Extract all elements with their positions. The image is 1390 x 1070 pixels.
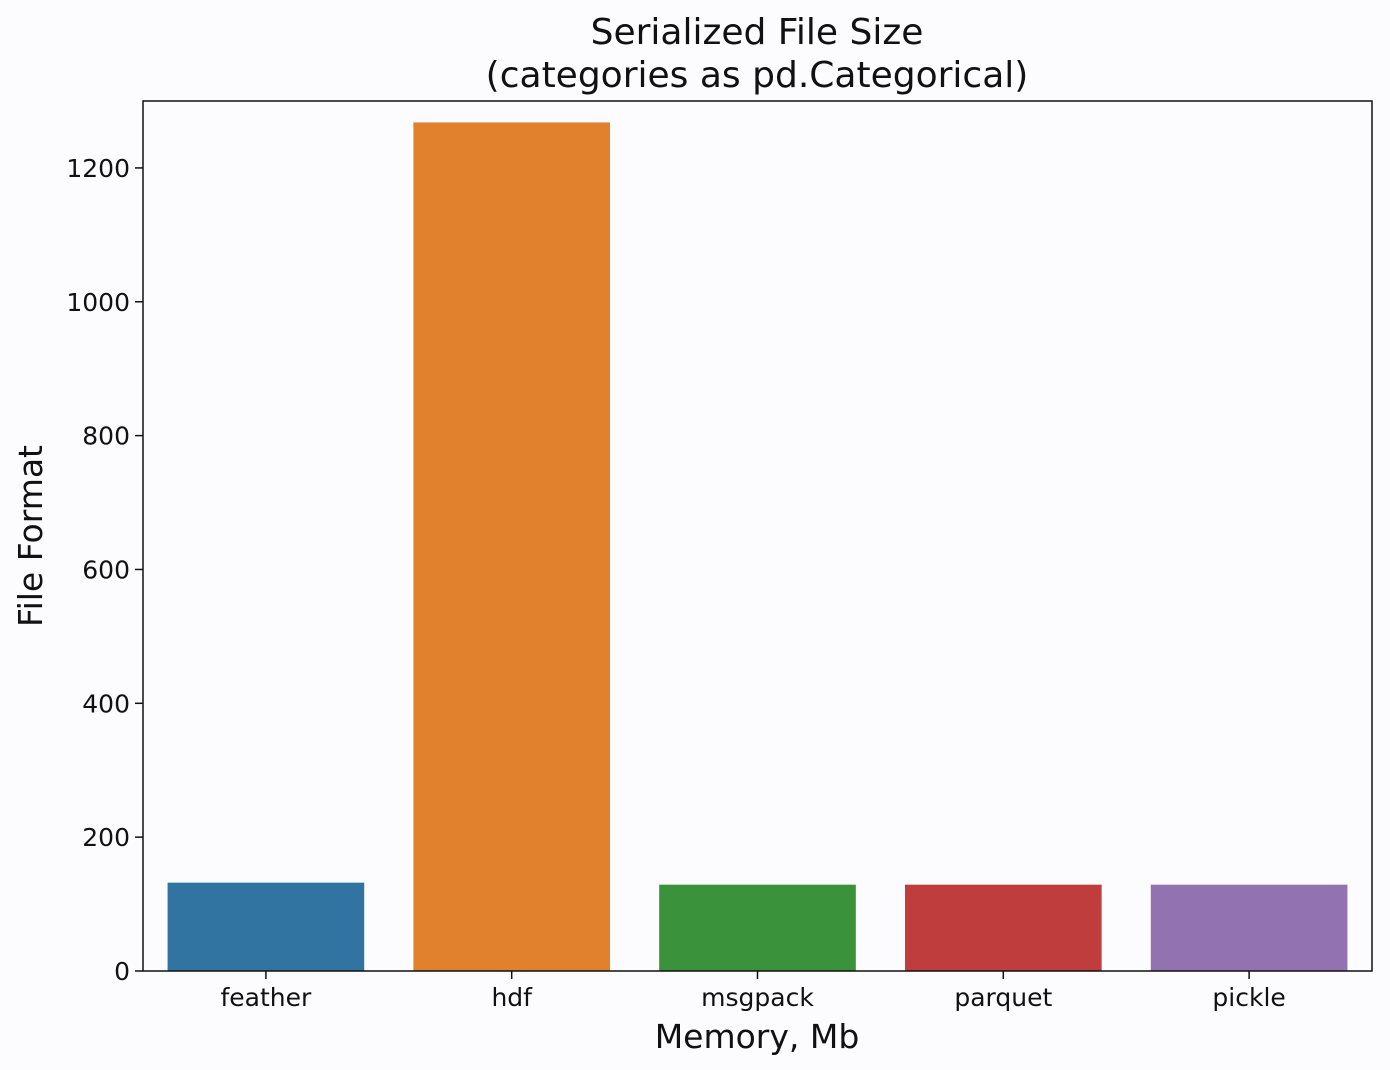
x-axis: feather hdf msgpack parquet pickle [220, 971, 1286, 1012]
y-tick-label-600: 600 [82, 555, 130, 584]
x-tick-label-feather: feather [220, 983, 312, 1012]
chart-title-line-2: (categories as pd.Categorical) [486, 55, 1029, 96]
y-tick-label-1000: 1000 [66, 288, 130, 317]
x-tick-label-parquet: parquet [954, 983, 1052, 1012]
bar-parquet [904, 884, 1102, 971]
bar-pickle [1150, 884, 1348, 971]
x-tick-label-pickle: pickle [1212, 983, 1285, 1012]
x-tick-label-hdf: hdf [491, 983, 533, 1012]
y-tick-label-400: 400 [82, 689, 130, 718]
x-tick-label-msgpack: msgpack [701, 983, 814, 1012]
y-axis: 0 200 400 600 800 1000 1200 [66, 154, 143, 986]
y-axis-label: File Format [11, 445, 50, 627]
y-tick-label-0: 0 [114, 957, 130, 986]
chart-title-line-1: Serialized File Size [591, 12, 924, 53]
x-axis-label: Memory, Mb [655, 1017, 860, 1056]
y-tick-label-800: 800 [82, 422, 130, 451]
bar-feather [167, 882, 365, 971]
y-tick-label-200: 200 [82, 823, 130, 852]
plot-frame [142, 100, 1373, 972]
bar-hdf [413, 122, 611, 971]
bar-msgpack [659, 884, 856, 971]
bars-group [167, 122, 1348, 971]
y-tick-label-1200: 1200 [66, 154, 130, 183]
